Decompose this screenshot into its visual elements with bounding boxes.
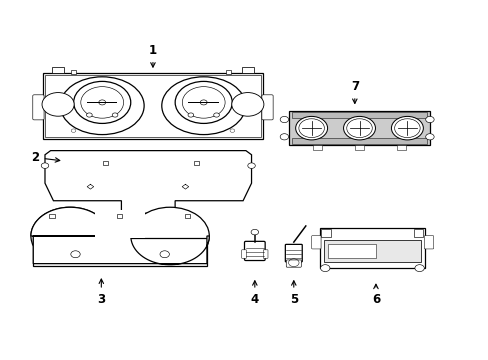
Circle shape (86, 113, 92, 117)
Bar (291, 112, 426, 118)
Bar (396, 145, 406, 150)
Circle shape (71, 251, 80, 258)
Bar (95, 210, 145, 238)
Bar (49, 214, 55, 218)
Circle shape (320, 265, 329, 271)
Bar (354, 145, 364, 150)
FancyBboxPatch shape (241, 250, 246, 258)
Circle shape (42, 93, 74, 116)
Text: 5: 5 (289, 281, 297, 306)
Text: 6: 6 (371, 284, 379, 306)
Circle shape (247, 163, 255, 168)
Bar (291, 138, 426, 144)
Ellipse shape (162, 77, 245, 135)
FancyBboxPatch shape (33, 95, 44, 120)
Circle shape (160, 251, 169, 258)
Circle shape (231, 93, 264, 116)
FancyBboxPatch shape (424, 236, 433, 249)
Circle shape (99, 100, 105, 105)
Bar (117, 214, 122, 218)
Bar (225, 70, 231, 74)
FancyBboxPatch shape (42, 73, 263, 139)
Ellipse shape (60, 77, 144, 135)
Polygon shape (45, 150, 251, 213)
Circle shape (250, 229, 258, 235)
Circle shape (414, 265, 424, 271)
Polygon shape (31, 207, 209, 265)
Bar (71, 70, 76, 74)
Ellipse shape (31, 207, 109, 265)
Text: 2: 2 (31, 151, 60, 164)
Circle shape (425, 116, 433, 123)
Ellipse shape (130, 207, 209, 265)
Circle shape (182, 87, 224, 118)
Circle shape (295, 116, 327, 140)
Circle shape (390, 116, 423, 140)
FancyBboxPatch shape (327, 244, 375, 258)
Bar (312, 145, 321, 150)
Text: 7: 7 (350, 80, 358, 103)
Bar (413, 229, 423, 237)
Circle shape (74, 81, 130, 123)
FancyBboxPatch shape (311, 236, 320, 249)
Text: 1: 1 (148, 44, 157, 67)
FancyBboxPatch shape (288, 111, 429, 145)
Circle shape (41, 163, 49, 168)
Circle shape (200, 100, 207, 105)
Circle shape (81, 87, 123, 118)
FancyBboxPatch shape (45, 75, 261, 137)
FancyBboxPatch shape (285, 244, 302, 262)
Bar (193, 161, 199, 165)
Bar (52, 67, 63, 73)
Text: 3: 3 (97, 279, 105, 306)
Circle shape (71, 129, 76, 132)
Circle shape (229, 129, 234, 132)
Bar (184, 214, 190, 218)
Text: 4: 4 (250, 281, 259, 306)
FancyBboxPatch shape (285, 260, 301, 267)
Circle shape (280, 134, 288, 140)
Circle shape (343, 116, 375, 140)
Circle shape (112, 113, 118, 117)
Bar (33, 238, 206, 266)
FancyBboxPatch shape (244, 241, 264, 261)
Bar (242, 67, 253, 73)
Circle shape (187, 113, 193, 117)
Circle shape (175, 81, 232, 123)
Bar (102, 161, 108, 165)
Circle shape (213, 113, 219, 117)
Bar (321, 229, 330, 237)
FancyBboxPatch shape (262, 95, 273, 120)
FancyBboxPatch shape (324, 240, 420, 262)
Circle shape (280, 116, 288, 123)
FancyBboxPatch shape (319, 228, 425, 268)
FancyBboxPatch shape (263, 250, 267, 258)
Circle shape (425, 134, 433, 140)
